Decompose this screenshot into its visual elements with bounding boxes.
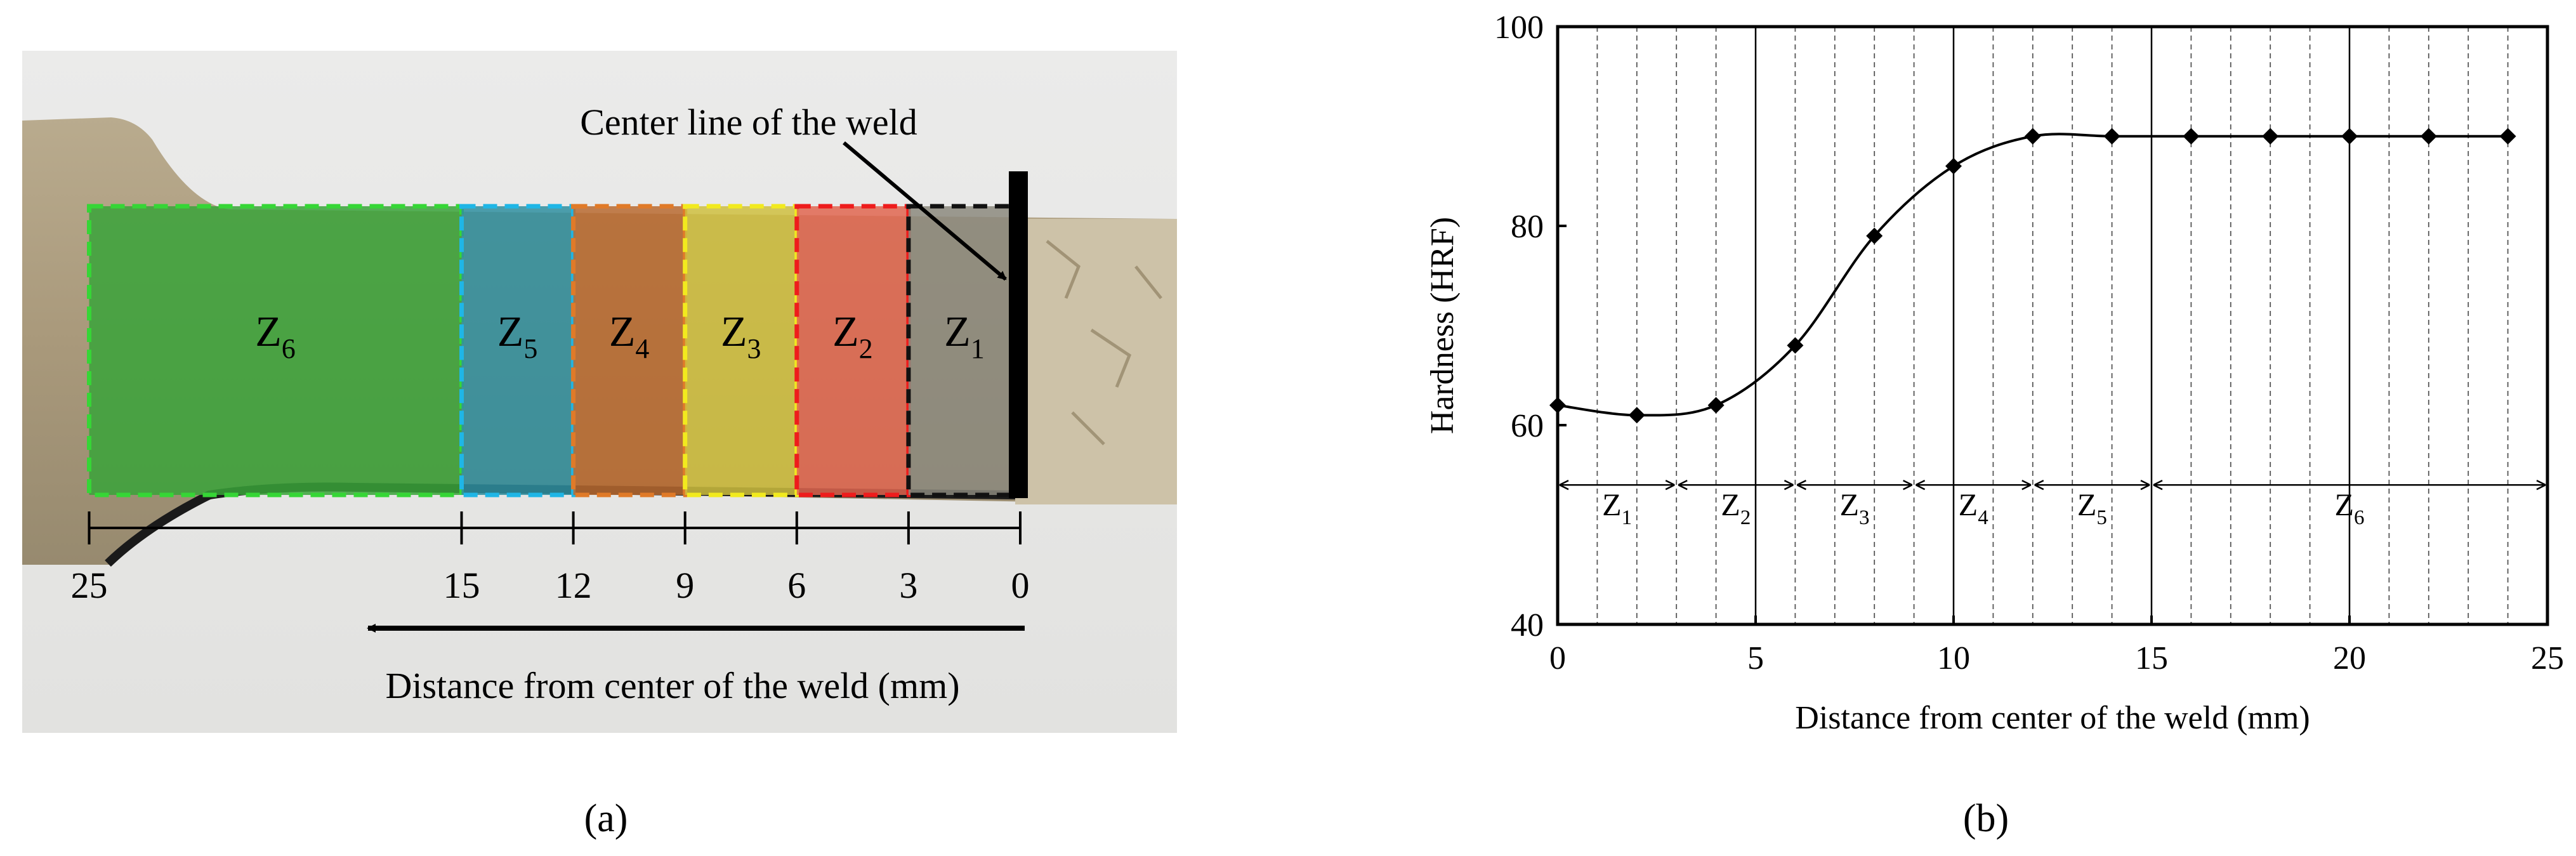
scale-bar: 25 15 12 9 6 3 0 [71,511,1030,606]
scale-tick-label-25: 25 [71,565,108,606]
chart-zone-label-5-letter: Z [2077,487,2097,522]
chart-zone-label-3-letter: Z [1839,487,1859,522]
data-point-20 [2341,128,2358,145]
zone-label-4-letter: Z [609,307,636,355]
zone-label-5: Z5 [497,307,538,364]
zone-rect-2 [794,204,911,497]
data-point-12 [2024,128,2041,145]
data-point-24 [2499,128,2516,145]
data-point-6 [1787,337,1804,354]
zone-label-6: Z6 [255,307,296,364]
weld-bead [1015,219,1177,504]
y-tick-label-100: 100 [1494,10,1544,46]
zone-label-1-letter: Z [944,307,971,355]
zone-label-5-subscript: 5 [523,333,537,364]
data-point-22 [2420,128,2437,145]
scale-tick-label-6: 6 [787,565,806,606]
zone-label-2-letter: Z [832,307,859,355]
chart-zone-label-6-subscript: 6 [2354,506,2365,529]
zone-label-3-subscript: 3 [747,333,761,364]
panel-a-photo: Z6 Z5 Z4 Z3 Z2 Z1 Center line of the weld 25 1… [22,51,1177,733]
chart-zone-label-1-letter: Z [1602,487,1622,522]
scale-tick-label-0: 0 [1011,565,1030,606]
data-point-14 [2103,128,2120,145]
zone-arrowhead-left-1 [1559,480,1569,491]
weld-center-line [1009,171,1028,498]
y-tick-label-60: 60 [1511,408,1544,444]
chart-zone-label-5: Z5 [2077,487,2107,529]
zone-arrowhead-left-5 [2034,480,2044,491]
zone-arrowhead-right-1 [1665,480,1675,491]
chart-zone-label-2: Z2 [1721,487,1751,529]
chart-zone-label-2-letter: Z [1721,487,1740,522]
x-tick-label-0: 0 [1549,640,1566,676]
caption-b: (b) [1963,797,2009,840]
data-point-10 [1945,157,1962,174]
zone-arrowhead-right-4 [2021,480,2032,491]
zone-rect-3 [683,204,799,497]
zone-arrowhead-left-4 [1916,480,1926,491]
zone-label-2-subscript: 2 [859,333,873,364]
zone-arrowhead-left-6 [2153,480,2163,491]
distance-label: Distance from center of the weld (mm) [385,665,959,706]
series-line-0 [1557,133,2508,417]
x-tick-label-10: 10 [1937,640,1970,676]
chart-zone-label-3: Z3 [1839,487,1869,529]
scale-tick-label-15: 15 [444,565,480,606]
chart-zone-label-3-subscript: 3 [1859,506,1870,529]
chart-zone-label-6-letter: Z [2334,487,2354,522]
zone-label-1-subscript: 1 [971,333,985,364]
plot-frame [1556,25,2549,626]
chart-zone-label-5-subscript: 5 [2096,506,2107,529]
data-point-8 [1866,227,1883,244]
chart-zone-label-1: Z1 [1602,487,1632,529]
zone-label-6-subscript: 6 [282,333,296,364]
scale-tick-label-12: 12 [555,565,592,606]
zone-arrowhead-right-3 [1903,480,1913,491]
weld-bead-texture [1046,240,1162,445]
zone-rect-6 [87,204,464,497]
y-tick-label-80: 80 [1511,209,1544,245]
x-tick-label-5: 5 [1747,640,1764,676]
zone-arrowhead-right-2 [1784,480,1794,491]
data-point-18 [2262,128,2279,145]
chart-zone-label-4-letter: Z [1959,487,1978,522]
zone-label-4-subscript: 4 [635,333,649,364]
data-point-16 [2183,128,2200,145]
zone-arrowhead-left-3 [1796,480,1806,491]
chart-zone-label-1-subscript: 1 [1622,506,1633,529]
zone-rect-4 [571,204,688,497]
scale-tick-label-3: 3 [899,565,917,606]
zone-label-6-letter: Z [255,307,282,355]
x-tick-label-15: 15 [2135,640,2168,676]
zone-label-3: Z3 [721,307,761,364]
zone-label-2: Z2 [832,307,873,364]
zone-label-3-letter: Z [721,307,747,355]
chart-zone-label-4-subscript: 4 [1978,506,1988,529]
zone-arrowhead-right-5 [2140,480,2150,491]
zone-arrowhead-left-2 [1678,480,1688,491]
center-line-annotation: Center line of the weld [580,102,917,143]
data-point-2 [1628,407,1645,424]
zone-arrowhead-right-6 [2536,480,2546,491]
zone-label-4: Z4 [609,307,650,364]
zone-label-1: Z1 [944,307,985,364]
center-line-arrow [843,141,1007,281]
x-axis-label: Distance from center of the weld (mm) [1795,700,2310,736]
caption-a: (a) [584,797,628,840]
x-tick-label-20: 20 [2333,640,2366,676]
chart-zone-label-2-subscript: 2 [1740,506,1751,529]
zone-label-5-letter: Z [497,307,524,355]
zone-rect-1 [906,204,1023,497]
chart-zone-label-4: Z4 [1959,487,1988,529]
zone-rect-5 [459,204,576,497]
scale-tick-label-9: 9 [676,565,694,606]
y-tick-label-40: 40 [1511,607,1544,643]
x-tick-label-25: 25 [2531,640,2564,676]
chart-zone-label-6: Z6 [2334,487,2364,529]
data-point-4 [1707,397,1725,414]
y-axis-label: Hardness (HRF) [1424,217,1461,434]
